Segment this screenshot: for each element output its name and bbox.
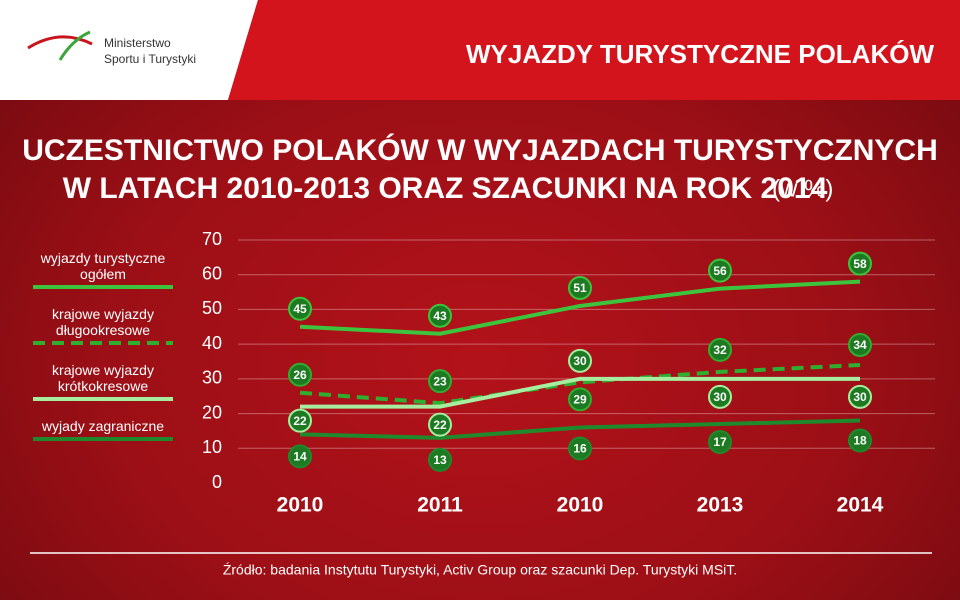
y-tick-label: 0 [212,472,222,492]
value-badge [288,362,312,387]
y-tick-label: 10 [202,437,222,457]
legend-swatch [33,397,173,401]
value-badge [848,332,872,357]
y-tick-label: 60 [202,263,222,283]
value-label: 26 [293,368,307,382]
value-badge [848,428,872,453]
series-line [299,279,861,336]
value-badge [428,303,452,328]
x-tick-label: 2013 [697,494,744,517]
series-line [299,418,861,440]
logo-text: Ministerstwo [104,36,171,50]
value-label: 34 [853,338,867,352]
value-badge [848,251,872,276]
header-red [228,0,960,100]
value-badge [288,408,312,433]
value-label: 18 [853,434,867,448]
legend-label: wyjady zagraniczne [41,418,165,434]
chart-title: UCZESTNICTWO POLAKÓW W WYJAZDACH TURYSTY… [22,133,938,167]
legend-item: krajowe wyjazdy długookresowe [28,306,178,348]
chart-title: W LATACH 2010-2013 ORAZ SZACUNKI NA ROK … [63,172,828,205]
legend-label: krajowe wyjazdy długookresowe [52,306,154,338]
legend: wyjazdy turystyczne ogółem krajowe wyjazd… [28,250,178,458]
value-label: 17 [713,435,727,449]
value-badge [708,337,732,362]
value-label: 14 [293,450,307,464]
banner: WYJAZDY TURYSTYCZNE POLAKÓW [466,39,934,69]
legend-item: wyjady zagraniczne [28,418,178,444]
x-tick-label: 2014 [837,494,884,517]
legend-item: wyjazdy turystyczne ogółem [28,250,178,292]
value-badge [288,296,312,321]
value-badge [288,444,312,469]
value-label: 16 [573,442,587,456]
value-label: 58 [853,257,867,271]
value-label: 22 [293,414,307,428]
value-label: 29 [573,393,587,407]
x-tick-label: 2010 [277,494,324,517]
value-badge [568,436,592,461]
legend-swatch [33,285,173,289]
legend-swatch [33,437,173,441]
value-badge [428,447,452,472]
value-label: 45 [293,302,307,316]
value-label: 30 [713,390,727,404]
value-label: 23 [433,374,447,388]
value-badge [568,348,592,373]
x-tick-label: 2010 [557,494,604,517]
value-label: 13 [433,453,447,467]
value-badge [428,412,452,437]
y-tick-label: 20 [202,402,222,422]
y-tick-label: 40 [202,333,222,353]
value-label: 43 [433,309,447,323]
legend-label: krajowe wyjazdy krótkokresowe [52,362,154,394]
value-label: 22 [433,418,447,432]
logo-swoosh [27,35,93,50]
unit: (w %) [772,175,833,202]
value-badge [428,369,452,394]
value-badge [568,275,592,300]
y-tick-label: 30 [202,368,222,388]
value-label: 51 [573,281,587,295]
value-label: 56 [713,264,727,278]
value-badge [708,258,732,283]
legend-swatch [33,341,173,345]
legend-label: wyjazdy turystyczne ogółem [40,250,166,282]
y-tick-label: 70 [202,229,222,249]
value-badge [708,384,732,409]
value-badge [708,429,732,454]
value-label: 30 [573,354,587,368]
logo-swoosh [58,30,91,61]
source: Źródło: badania Instytutu Turystyki, Act… [223,562,737,578]
value-label: 32 [713,343,727,357]
y-tick-label: 50 [202,298,222,318]
series-line [300,376,860,409]
value-badge [568,387,592,412]
x-tick-label: 2011 [417,494,463,517]
header-white [0,0,258,100]
value-label: 30 [853,390,867,404]
legend-item: krajowe wyjazdy krótkokresowe [28,362,178,404]
logo-text: Sportu i Turystyki [104,52,196,66]
value-badge [848,384,872,409]
